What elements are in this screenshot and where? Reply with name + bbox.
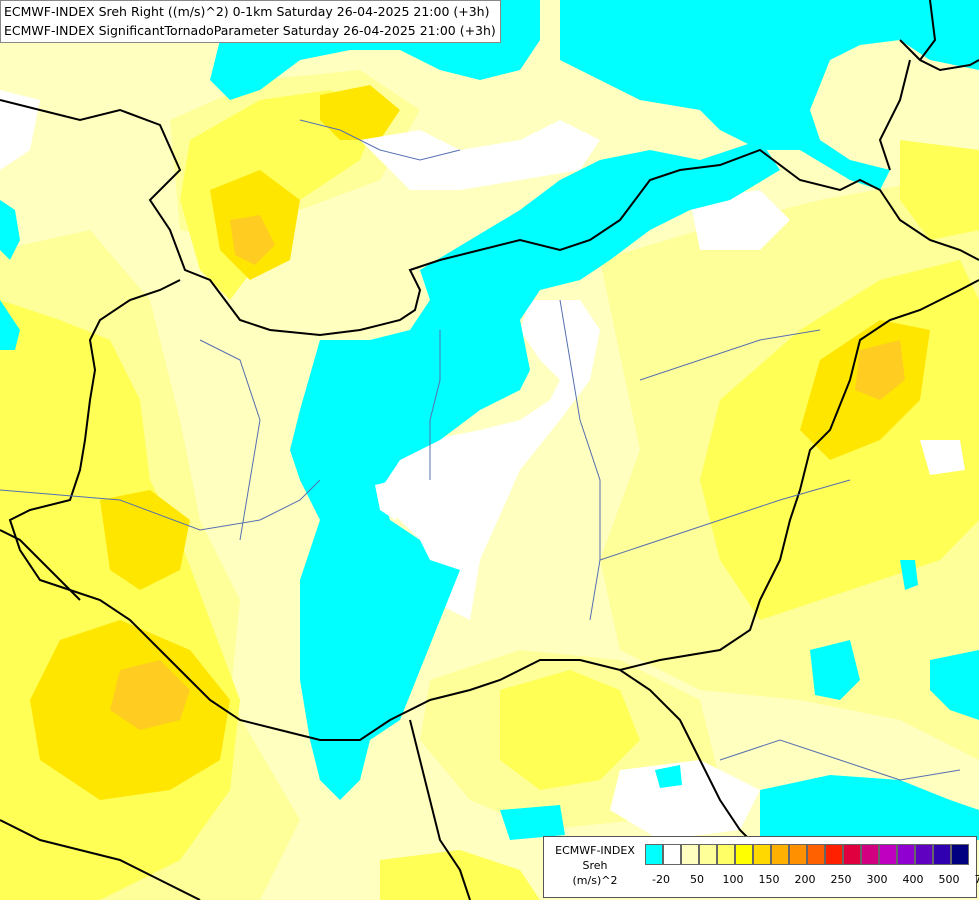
river-5 — [599, 479, 851, 561]
sreh-band-strong-north — [320, 85, 400, 140]
map-title-line-2: ECMWF-INDEX SignificantTornadoParameter … — [4, 23, 496, 38]
legend-swatch — [915, 844, 933, 865]
border-line-4 — [409, 719, 471, 900]
sreh-band-medium-southwest — [380, 850, 540, 900]
legend-swatch — [789, 844, 807, 865]
legend-tick-label: 100 — [722, 873, 744, 886]
legend-tick-label: 400 — [902, 873, 924, 886]
legend-subtitle: Sreh — [582, 859, 608, 872]
map-title-box: ECMWF-INDEX Sreh Right ((m/s)^2) 0-1km S… — [0, 0, 501, 43]
legend-swatch — [897, 844, 915, 865]
sreh-band-strong-west-mid — [100, 490, 190, 590]
legend-swatch — [753, 844, 771, 865]
legend-tick-label: 150 — [758, 873, 780, 886]
near-zero-zone-east — [920, 440, 965, 475]
negative-zone-south-small — [500, 805, 565, 840]
legend-swatch — [825, 844, 843, 865]
map-title-line-1: ECMWF-INDEX Sreh Right ((m/s)^2) 0-1km S… — [4, 4, 490, 19]
legend-title: ECMWF-INDEX — [555, 844, 635, 857]
near-zero-zone-northwest — [0, 90, 40, 170]
border-line-6 — [899, 39, 979, 72]
near-zero-zone-central — [380, 300, 600, 620]
legend-tick-label: 700 — [974, 873, 979, 886]
border-line-8 — [878, 59, 911, 171]
negative-zone-white-inner — [375, 480, 410, 520]
legend-swatch — [807, 844, 825, 865]
legend-swatch — [645, 844, 663, 865]
legend-tick-label: 250 — [830, 873, 852, 886]
negative-zone-southeast-dot — [655, 765, 682, 788]
border-line-7 — [919, 0, 937, 61]
legend-swatch — [717, 844, 735, 865]
border-line-9 — [0, 819, 201, 900]
color-legend: ECMWF-INDEX Sreh (m/s)^2 -20 50 100 150 200 2… — [543, 836, 979, 898]
legend-swatch — [843, 844, 861, 865]
sreh-band-medium-far-east — [900, 140, 979, 240]
legend-swatch — [681, 844, 699, 865]
legend-swatch — [735, 844, 753, 865]
legend-tick-label: 500 — [938, 873, 960, 886]
legend-unit: (m/s)^2 — [572, 874, 618, 887]
negative-zone-central — [290, 140, 780, 800]
near-zero-zone-north — [360, 120, 600, 190]
legend-swatch — [663, 844, 681, 865]
border-line-3 — [0, 529, 81, 601]
border-line-2 — [8, 279, 979, 741]
legend-tick-label: 300 — [866, 873, 888, 886]
negative-zone-west-lower — [0, 300, 20, 350]
negative-zone-southeast — [760, 775, 979, 840]
legend-swatch — [933, 844, 951, 865]
legend-swatches — [645, 844, 969, 865]
border-line-5 — [619, 669, 761, 851]
legend-swatch — [861, 844, 879, 865]
negative-zone-small-east — [900, 560, 918, 590]
near-zero-zone-northeast — [690, 190, 790, 250]
river-4 — [639, 329, 821, 381]
legend-ticks: -20 50 100 150 200 250 300 400 500 700 — [645, 873, 979, 887]
legend-swatch — [879, 844, 897, 865]
legend-tick-label: -20 — [652, 873, 670, 886]
negative-zone-east-right — [930, 650, 979, 720]
legend-swatch — [771, 844, 789, 865]
negative-zone-northeast — [560, 0, 979, 190]
border-line-1 — [0, 99, 979, 337]
sreh-peak-northwest — [230, 215, 275, 265]
river-6 — [199, 339, 261, 541]
sreh-band-medium-south — [500, 670, 640, 790]
negative-zone-east-mid — [810, 640, 860, 700]
legend-tick-label: 50 — [690, 873, 704, 886]
legend-swatch — [951, 844, 969, 865]
river-3 — [559, 299, 601, 621]
near-zero-zone-southeast — [610, 760, 760, 840]
legend-swatch — [699, 844, 717, 865]
rivers — [0, 119, 961, 781]
sreh-peak-southwest — [110, 660, 190, 730]
legend-title-block: ECMWF-INDEX Sreh (m/s)^2 — [546, 843, 644, 888]
legend-tick-label: 200 — [794, 873, 816, 886]
river-8 — [719, 739, 961, 781]
river-1 — [0, 479, 321, 531]
negative-zone-west-edge — [0, 200, 20, 260]
sreh-peak-east — [855, 340, 905, 400]
river-2 — [429, 330, 441, 480]
river-7 — [299, 119, 461, 161]
